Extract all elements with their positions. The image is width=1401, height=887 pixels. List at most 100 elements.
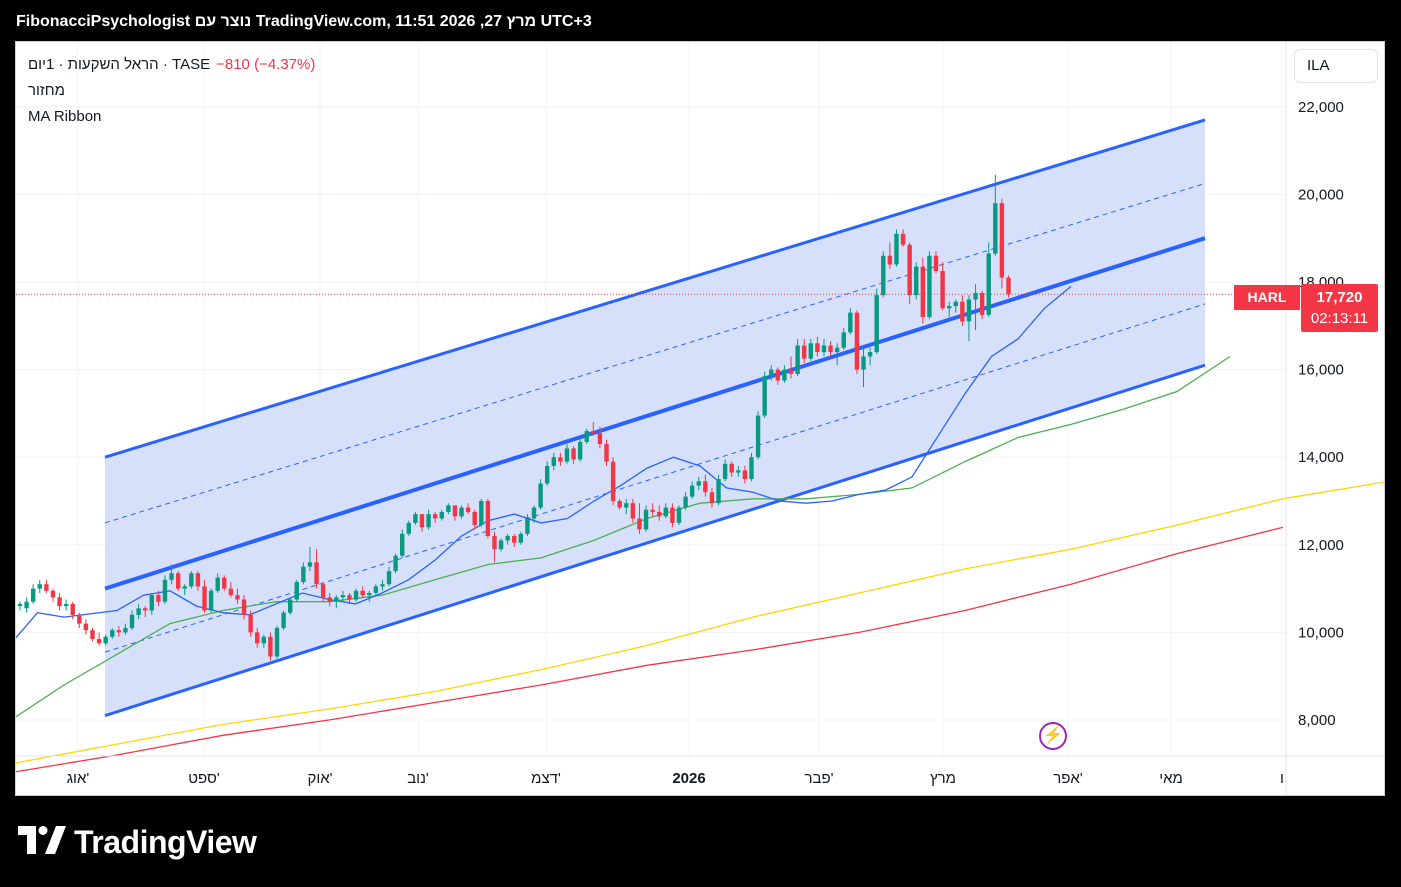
candle-body — [894, 233, 899, 265]
ma-slow-line — [16, 481, 1384, 764]
channel-lower-quarter-line — [104, 303, 1206, 653]
price-chart[interactable]: 22,00020,00018,00016,00014,00012,00010,0… — [16, 42, 1384, 795]
candle-body — [795, 345, 800, 374]
candle-body — [386, 571, 392, 585]
candle-body — [729, 463, 734, 473]
candle-body — [268, 636, 273, 657]
candle-body — [222, 577, 227, 589]
candle-body — [360, 590, 365, 596]
candle-body — [50, 590, 56, 598]
price-tick-label: 14,000 — [1298, 449, 1344, 466]
candle-body — [709, 492, 715, 504]
candle-body — [551, 457, 556, 466]
indicator-legend[interactable]: MA Ribbon — [28, 108, 102, 125]
candle-body — [762, 376, 767, 416]
candle-body — [657, 511, 662, 517]
candle-body — [802, 345, 807, 359]
candle-body — [940, 271, 945, 309]
candle-body — [821, 345, 827, 353]
time-tick-label: ו — [1280, 770, 1284, 787]
candle-body — [57, 597, 62, 607]
candle-body — [828, 345, 833, 353]
candle-body — [960, 301, 965, 322]
candle-body — [749, 457, 754, 480]
candle-body — [696, 481, 701, 486]
candle-body — [30, 588, 36, 602]
candle-body — [83, 623, 89, 631]
candle-body — [215, 577, 220, 591]
candle-body — [419, 514, 425, 528]
candle-body — [624, 503, 629, 508]
channel-upper-quarter-line — [104, 182, 1206, 524]
candle-body — [353, 590, 359, 600]
candle-body — [320, 584, 326, 598]
candle-body — [274, 628, 280, 657]
candle-body — [584, 430, 589, 442]
symbol-legend[interactable]: הראל השקעות · 1יום · TASE −810 (−4.37%) — [28, 56, 315, 73]
lightning-bolt-icon[interactable]: ⚡ — [1039, 722, 1067, 750]
candle-body — [920, 266, 926, 318]
candle-body — [597, 433, 603, 445]
candle-body — [149, 595, 154, 611]
candle-body — [782, 369, 787, 381]
symbol-price-tag: HARL — [1234, 285, 1300, 310]
candle-body — [241, 599, 247, 615]
candle-body — [1006, 277, 1011, 295]
candle-body — [393, 555, 398, 572]
candle-body — [512, 536, 517, 543]
candle-body — [755, 415, 761, 458]
candle-body — [459, 507, 464, 517]
candle-body — [946, 306, 952, 309]
candle-body — [77, 614, 82, 624]
candle-body — [426, 514, 431, 528]
candle-body — [986, 253, 991, 315]
candle-body — [334, 597, 339, 602]
candle-body — [703, 481, 708, 493]
candle-body — [716, 479, 721, 504]
price-change: −810 (−4.37%) — [216, 56, 316, 73]
candle-body — [518, 533, 524, 543]
ma-mid-line — [16, 355, 1231, 718]
candle-body — [966, 299, 972, 322]
brand-name: TradingView — [74, 824, 257, 860]
currency-label[interactable]: ILA — [1294, 49, 1378, 83]
candle-body — [558, 457, 563, 462]
candle-body — [927, 255, 932, 318]
candle-body — [874, 295, 879, 353]
candle-body — [881, 255, 886, 296]
top-bar: FibonacciPsychologist נוצר עם TradingVie… — [0, 0, 1401, 40]
ma-slowest-line — [16, 526, 1284, 773]
time-tick-label: מרץ — [930, 770, 956, 787]
candle-body — [195, 573, 201, 587]
candle-body — [564, 448, 570, 462]
candle-body — [900, 233, 906, 245]
candle-body — [367, 592, 372, 596]
time-tick-label: ספט' — [188, 770, 220, 787]
candle-body — [162, 579, 168, 602]
candle-body — [505, 536, 510, 541]
candle-body — [610, 461, 616, 501]
chart-frame[interactable]: 22,000 20,000 18,000 16,000 14,000 12,000 10,0… — [15, 41, 1385, 796]
symbol-name[interactable]: הראל השקעות · 1יום · TASE — [28, 56, 211, 73]
candle-body — [815, 343, 820, 353]
candle-body — [235, 595, 240, 600]
candle-body — [650, 509, 655, 512]
volume-legend[interactable]: מחזור — [28, 82, 65, 99]
candle-body — [808, 343, 813, 359]
candle-body — [294, 582, 299, 600]
candle-body — [96, 638, 102, 644]
candle-body — [156, 595, 161, 602]
candle-body — [110, 630, 115, 637]
candle-body — [373, 586, 379, 593]
candle-body — [90, 630, 95, 639]
time-tick-label: אוק' — [307, 770, 332, 787]
candle-body — [136, 608, 141, 615]
candle-body — [485, 501, 491, 537]
time-tick-label: 2026 — [672, 770, 705, 787]
channel-lower-line — [104, 363, 1206, 718]
candle-body — [545, 465, 550, 484]
time-tick-label: דצמ' — [531, 770, 561, 787]
candle-body — [769, 369, 774, 377]
time-tick-label: אוג' — [67, 770, 90, 787]
candle-body — [861, 356, 866, 370]
